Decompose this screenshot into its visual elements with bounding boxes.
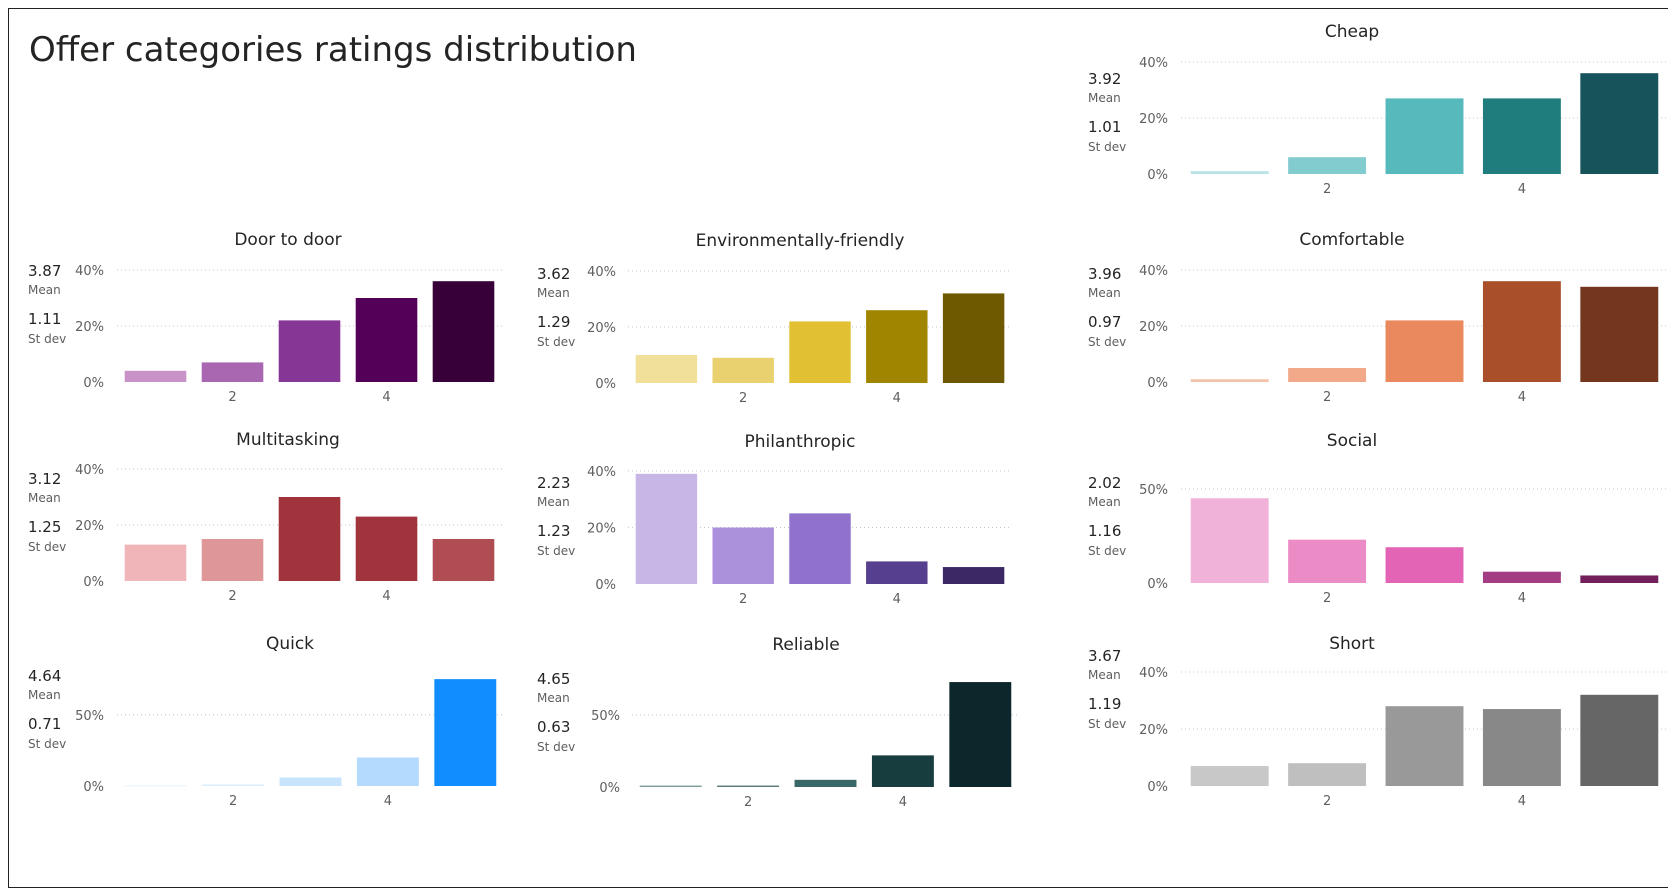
social-stdev-value: 1.16 <box>1088 522 1122 540</box>
cheap-stdev-label: St dev <box>1088 140 1127 154</box>
short-stdev-value: 1.19 <box>1088 695 1122 713</box>
quick-stdev-label: St dev <box>28 737 67 751</box>
social-mean-label: Mean <box>1088 495 1121 509</box>
short-mean-value: 3.67 <box>1088 647 1122 665</box>
phil-stdev-label: St dev <box>537 544 576 558</box>
env-stdev-value: 1.29 <box>537 313 571 331</box>
multi-mean-label: Mean <box>28 491 61 505</box>
comf-mean-label: Mean <box>1088 286 1121 300</box>
cheap-stdev-value: 1.01 <box>1088 118 1122 136</box>
multi-mean-value: 3.12 <box>28 470 62 488</box>
multi-chart-title: Multitasking <box>236 430 340 450</box>
quick-mean-value: 4.64 <box>28 667 62 685</box>
phil-chart-title: Philanthropic <box>744 432 856 452</box>
door-mean-label: Mean <box>28 283 61 297</box>
short-mean-label: Mean <box>1088 668 1121 682</box>
short-chart-title: Short <box>1329 634 1375 654</box>
env-mean-label: Mean <box>537 286 570 300</box>
door-mean-value: 3.87 <box>28 262 62 280</box>
cheap-mean-value: 3.92 <box>1088 70 1122 88</box>
short-stdev-label: St dev <box>1088 717 1127 731</box>
quick-stdev-value: 0.71 <box>28 715 62 733</box>
comf-stdev-value: 0.97 <box>1088 313 1122 331</box>
reliable-stdev-label: St dev <box>537 740 576 754</box>
phil-mean-value: 2.23 <box>537 474 571 492</box>
multi-stdev-label: St dev <box>28 540 67 554</box>
comf-mean-value: 3.96 <box>1088 265 1122 283</box>
comf-stdev-label: St dev <box>1088 335 1127 349</box>
door-chart-title: Door to door <box>234 230 342 250</box>
cheap-mean-label: Mean <box>1088 91 1121 105</box>
social-chart-title: Social <box>1326 431 1378 451</box>
social-stdev-label: St dev <box>1088 544 1127 558</box>
env-chart-title: Environmentally-friendly <box>695 231 905 251</box>
phil-stdev-value: 1.23 <box>537 522 571 540</box>
reliable-chart-title: Reliable <box>772 635 840 655</box>
quick-mean-label: Mean <box>28 688 61 702</box>
cheap-chart-title: Cheap <box>1324 22 1380 42</box>
env-mean-value: 3.62 <box>537 265 571 283</box>
door-stdev-label: St dev <box>28 332 67 346</box>
multi-stdev-value: 1.25 <box>28 518 62 536</box>
comf-chart-title: Comfortable <box>1299 230 1405 250</box>
reliable-mean-value: 4.65 <box>537 670 571 688</box>
door-stdev-value: 1.11 <box>28 310 62 328</box>
reliable-mean-label: Mean <box>537 691 570 705</box>
quick-chart-title: Quick <box>265 634 315 654</box>
reliable-stdev-value: 0.63 <box>537 718 571 736</box>
page-title: Offer categories ratings distribution <box>29 30 637 70</box>
env-stdev-label: St dev <box>537 335 576 349</box>
phil-mean-label: Mean <box>537 495 570 509</box>
social-mean-value: 2.02 <box>1088 474 1122 492</box>
